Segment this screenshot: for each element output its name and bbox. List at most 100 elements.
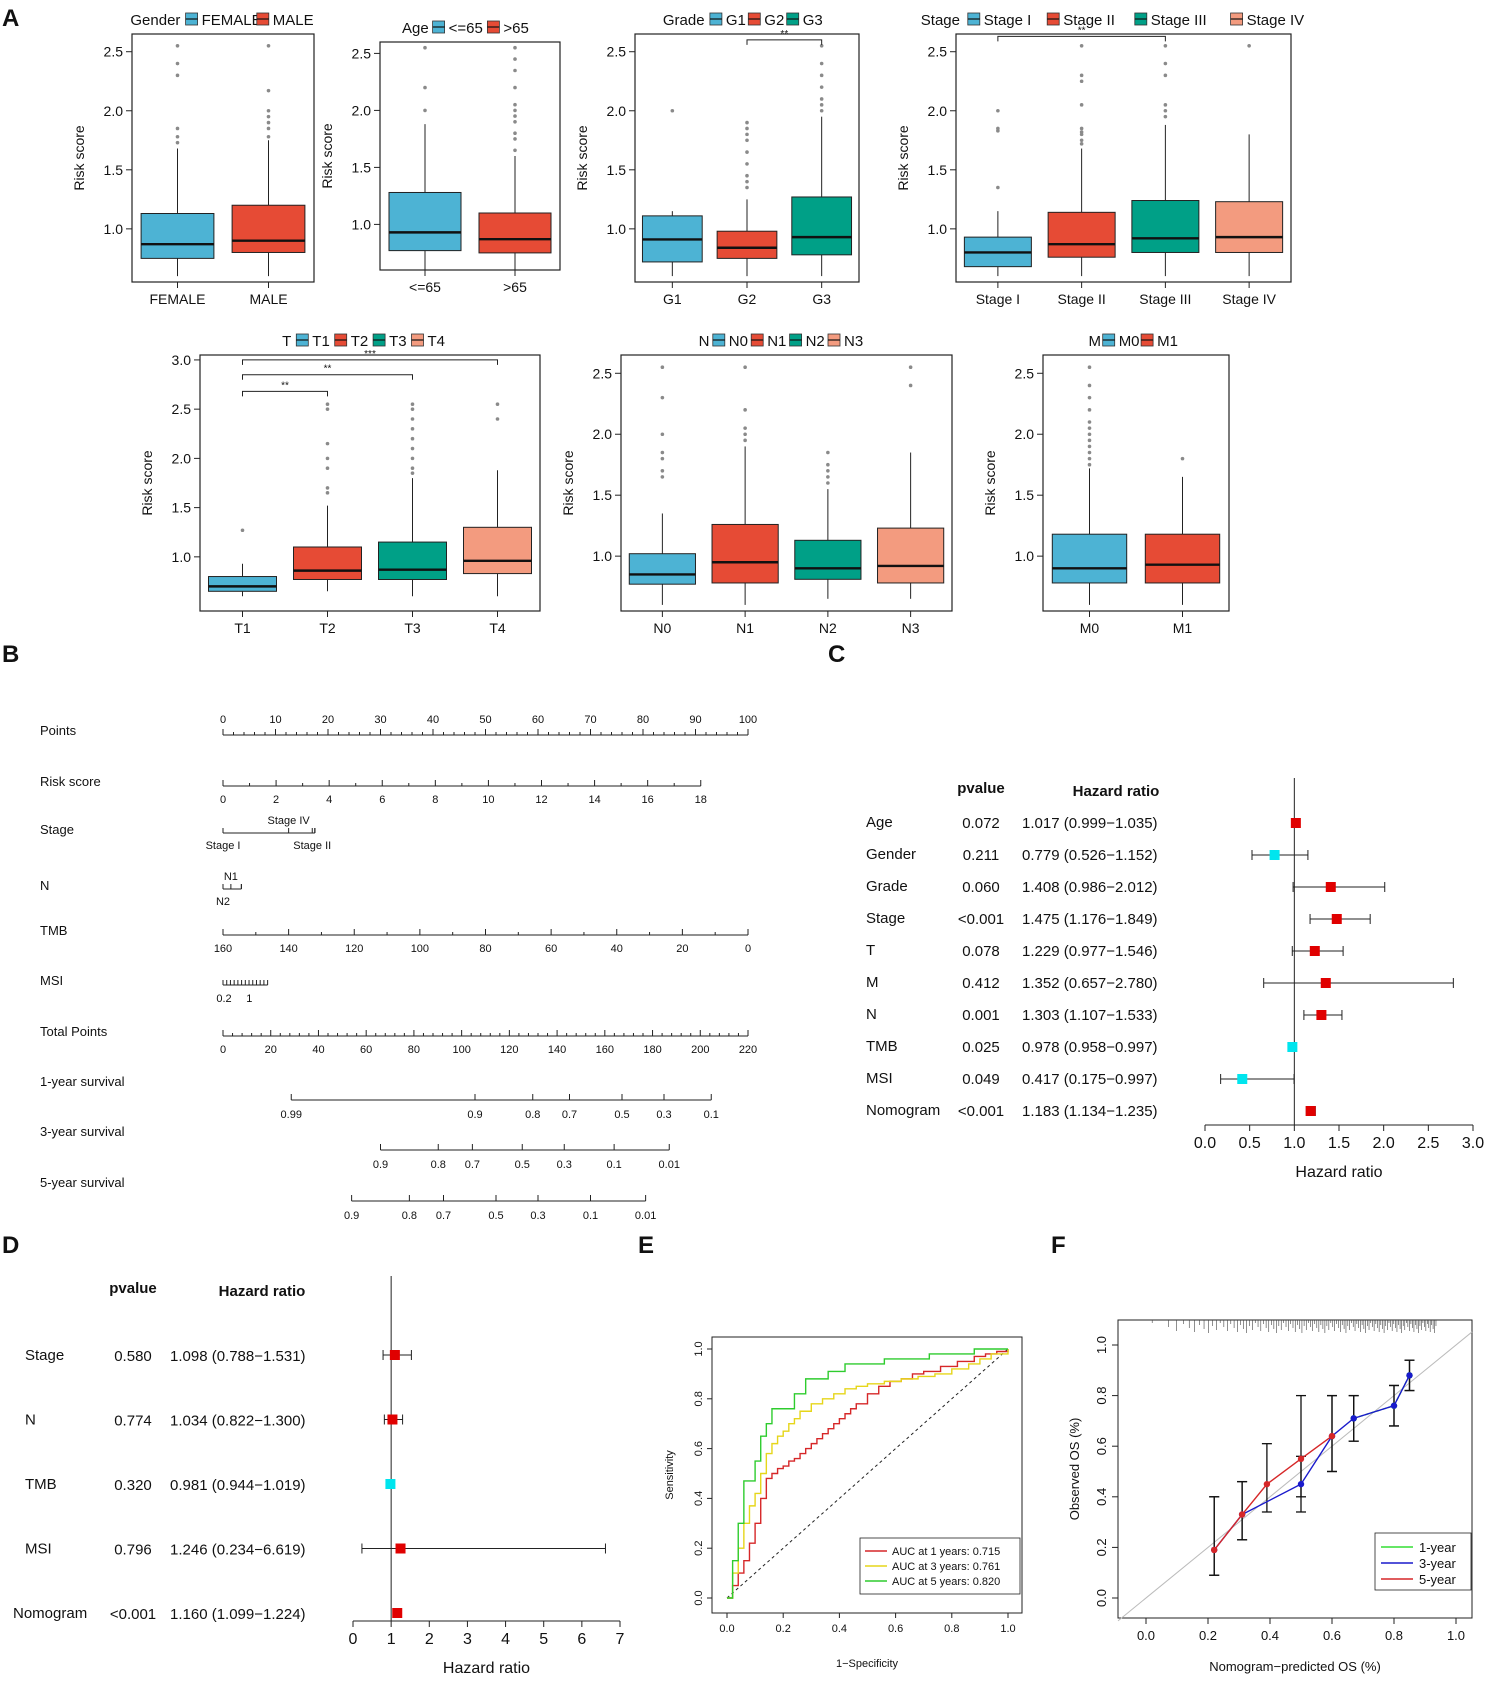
outlier-point <box>513 120 517 124</box>
box-T1 <box>208 576 277 592</box>
roc-line-1 <box>727 1349 1009 1599</box>
nomogram-tick-label: 140 <box>279 943 297 955</box>
x-axis-label: Nomogram−predicted OS (%) <box>1209 1659 1381 1674</box>
legend-entry: T4 <box>428 333 446 350</box>
significance-bracket <box>242 359 498 365</box>
x-tick-label: N2 <box>819 620 837 636</box>
x-tick-label: 0.2 <box>776 1623 791 1635</box>
box-T2 <box>293 546 362 580</box>
outlier-point <box>325 486 330 490</box>
outlier-point <box>1079 138 1084 143</box>
box-M1 <box>1144 533 1221 584</box>
outlier-point <box>423 85 427 90</box>
outlier-point <box>745 185 749 190</box>
significance-label: ** <box>1078 25 1086 36</box>
outlier-point <box>513 68 517 73</box>
legend-title: Stage <box>921 12 960 29</box>
hazard-ratio-marker <box>1316 1010 1327 1020</box>
forest-row-hr-text: 1.034 (0.822−1.300) <box>170 1413 306 1430</box>
legend-title: Gender <box>130 12 180 29</box>
nomogram-tick-label: 0.7 <box>562 1109 577 1121</box>
outlier-point <box>240 528 245 533</box>
nomogram-tick-label: 140 <box>548 1044 566 1056</box>
x-axis-label: 1−Specificity <box>836 1658 899 1670</box>
hazard-ratio-marker <box>385 1479 396 1489</box>
x-tick-label: T2 <box>319 620 336 636</box>
nomogram-tick-label: 0.7 <box>465 1159 480 1171</box>
y-tick-label: 1.0 <box>352 216 372 232</box>
y-tick-label: 2.0 <box>352 102 372 118</box>
outlier-point <box>1087 462 1092 467</box>
y-tick-label: 2.5 <box>607 44 627 60</box>
y-tick-label: 1.0 <box>607 221 627 237</box>
forest-row-hr-text: 1.475 (1.176−1.849) <box>1022 911 1158 928</box>
forest-row-pvalue: 0.580 <box>114 1348 152 1365</box>
hazard-ratio-marker <box>1237 1074 1248 1084</box>
y-tick-label: 2.0 <box>607 103 627 119</box>
outlier-point <box>826 450 830 455</box>
outlier-point <box>410 402 415 407</box>
y-tick-label: 1.0 <box>593 548 613 564</box>
plot-frame <box>199 354 541 612</box>
outlier-point <box>513 85 517 90</box>
outlier-point <box>513 102 517 107</box>
x-tick-label: FEMALE <box>149 291 205 307</box>
forest-row-pvalue: 0.001 <box>962 1007 1000 1024</box>
y-tick-label: 3.0 <box>172 352 192 368</box>
panel-label-C: C <box>828 641 845 668</box>
nomogram-tick-label: 100 <box>739 714 757 726</box>
y-tick-label: 1.5 <box>607 162 627 178</box>
nomogram-tick-label: 1 <box>246 993 252 1005</box>
calibration-chart: 0.0 0.0 0.2 0.2 0.4 0.4 0.6 0.6 0.8 0.8 1.0 1.0 Nomo… <box>1067 1319 1473 1674</box>
nomogram-tick-label: 6 <box>379 794 385 806</box>
outlier-point <box>1087 365 1092 369</box>
box-N3 <box>877 527 945 584</box>
nomogram-tick-label: 30 <box>374 714 386 726</box>
x-tick-label: T3 <box>404 620 421 636</box>
x-tick-label: 5 <box>539 1631 548 1648</box>
x-tick-label: MALE <box>249 291 287 307</box>
y-tick-label: 2.5 <box>593 365 613 381</box>
legend-entry: N1 <box>767 333 786 350</box>
y-axis-label: Risk score <box>982 450 998 516</box>
x-tick-label: 1.0 <box>1447 1628 1465 1643</box>
legend-entry: Stage I <box>984 12 1032 29</box>
nomogram-row-label: Total Points <box>40 1024 108 1039</box>
x-tick-label: N0 <box>653 620 671 636</box>
x-tick-label: 0.2 <box>1199 1628 1217 1643</box>
nomogram-tick-label: 20 <box>322 714 334 726</box>
box-M0 <box>1051 533 1128 584</box>
outlier-point <box>1163 103 1168 107</box>
legend-box <box>1374 1532 1472 1591</box>
y-tick-label: 0.4 <box>693 1491 705 1506</box>
x-tick-label: 0.5 <box>1239 1135 1261 1152</box>
outlier-point <box>175 126 180 131</box>
nomogram-tick-label: 100 <box>452 1044 470 1056</box>
outlier-point <box>743 438 747 443</box>
box->65 <box>478 212 552 254</box>
outlier-point <box>1087 426 1092 430</box>
legend-entry: Stage II <box>1063 12 1115 29</box>
forest-row-name: T <box>866 942 875 959</box>
forest-header-pvalue: pvalue <box>109 1280 157 1297</box>
hazard-ratio-marker <box>1287 1042 1298 1052</box>
forest-row-pvalue: 0.049 <box>962 1071 1000 1088</box>
nomogram-tick-label: 0.9 <box>373 1159 388 1171</box>
box-<=65 <box>388 191 462 252</box>
x-tick-label: 4 <box>501 1631 510 1648</box>
significance-bracket <box>242 374 413 380</box>
calibration-point <box>1263 1480 1271 1488</box>
outlier-point <box>745 150 749 154</box>
box-T3 <box>378 541 447 580</box>
outlier-point <box>175 140 180 145</box>
outlier-point <box>1163 114 1168 119</box>
forest-row-pvalue: 0.072 <box>962 815 1000 832</box>
forest-row-name: Grade <box>866 878 908 895</box>
nomogram-tick-label: 0.1 <box>704 1109 719 1121</box>
y-tick-label: 0.0 <box>1094 1589 1109 1607</box>
roc-chart: 0.0 0.0 0.2 0.2 0.4 0.4 0.6 0.6 0.8 0.8 1.0 1.0 1−Sp… <box>664 1336 1023 1670</box>
y-tick-label: 1.0 <box>928 221 948 237</box>
forest-row-pvalue: 0.774 <box>114 1413 152 1430</box>
outlier-point <box>745 126 749 131</box>
outlier-point <box>175 61 180 66</box>
